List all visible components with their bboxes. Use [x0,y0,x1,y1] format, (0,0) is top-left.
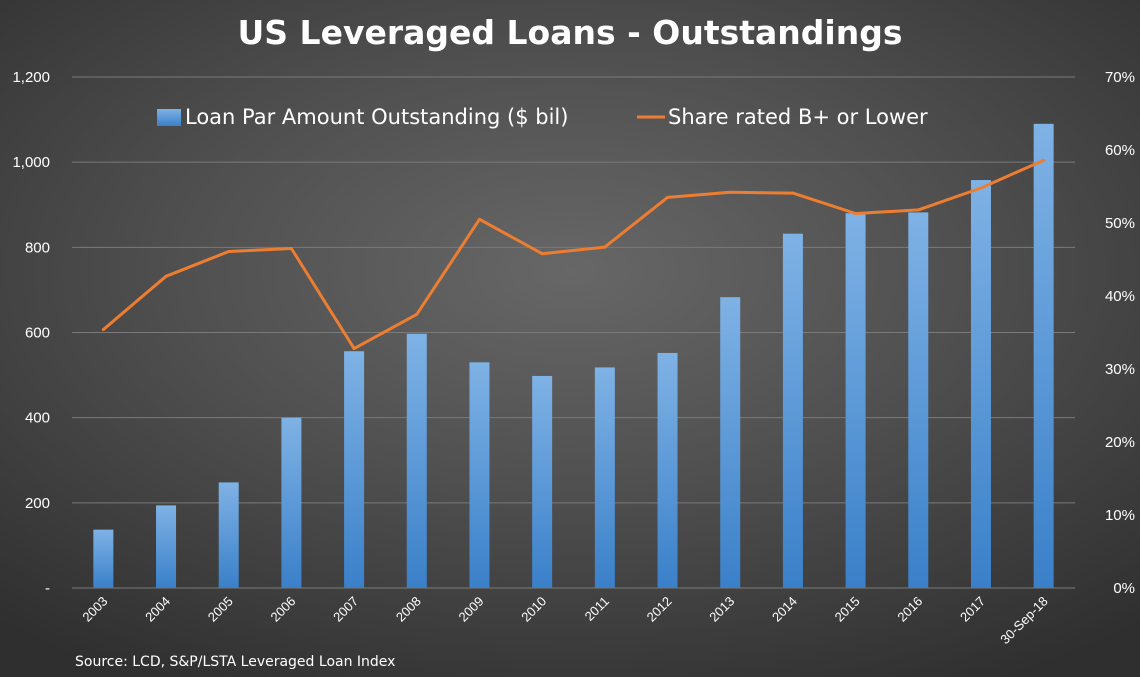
x-tick-label: 2013 [706,594,737,625]
bar-2010 [532,375,553,588]
bar-2012 [657,352,678,588]
line-point-2011 [603,245,607,249]
left-tick-label: 1,200 [12,69,50,86]
x-tick-label: 2011 [582,594,612,624]
line-point-2008 [415,312,419,316]
bar-30-Sep-18 [1033,123,1054,588]
right-tick-label: 50% [1105,215,1135,232]
right-tick-label: 40% [1105,288,1135,305]
line-point-2007 [352,347,356,351]
bar-2007 [344,351,365,588]
line-point-2004 [164,274,168,278]
line-point-2016 [916,208,920,212]
left-tick-label: - [45,580,50,597]
line-point-2006 [289,247,293,251]
right-tick-label: 20% [1105,434,1135,451]
x-tick-label: 2007 [330,594,361,625]
line-point-2009 [477,217,481,221]
bar-2005 [218,482,239,588]
line-point-2014 [791,191,795,195]
x-tick-label: 2012 [644,594,675,625]
bar-2009 [469,362,490,588]
line-point-2015 [854,212,858,216]
bar-2008 [406,333,427,588]
line-point-30-Sep-18 [1042,158,1046,162]
legend-swatch-bar [157,109,181,126]
bar-2004 [156,505,177,588]
bar-2015 [845,213,866,588]
bar-series [93,123,1054,589]
share-rated-line [102,158,1045,351]
line-point-2013 [728,190,732,194]
x-tick-label: 2005 [205,594,236,625]
right-axis-ticks: 0% 10% 20% 30% 40% 50% 60% 70% [1105,69,1135,597]
left-tick-label: 1,000 [12,154,50,171]
x-tick-label: 2009 [456,594,487,625]
left-tick-label: 400 [25,410,50,427]
left-tick-label: 200 [25,495,50,512]
legend-label-bar: Loan Par Amount Outstanding ($ bil) [185,105,568,129]
left-tick-label: 600 [25,325,50,342]
line-point-2017 [979,186,983,190]
right-tick-label: 70% [1105,69,1135,86]
bar-2011 [594,367,615,588]
right-tick-label: 60% [1105,142,1135,159]
x-tick-label: 2004 [142,594,173,625]
left-axis-ticks: - 200 400 600 800 1,000 1,200 [12,69,50,597]
line-point-2010 [540,252,544,256]
legend: Loan Par Amount Outstanding ($ bil) Shar… [157,105,928,129]
x-tick-label: 30-Sep-18 [997,594,1051,648]
bar-2016 [908,212,929,589]
line-series [101,158,1046,351]
bar-2006 [281,417,302,588]
bar-2014 [782,233,803,588]
source-note: Source: LCD, S&P/LSTA Leveraged Loan Ind… [75,654,395,670]
x-tick-label: 2008 [393,594,424,625]
x-tick-label: 2006 [267,594,298,625]
line-point-2012 [666,195,670,199]
bar-2013 [720,297,741,588]
line-point-2003 [101,328,105,332]
line-point-2005 [227,249,231,253]
x-tick-label: 2015 [832,594,863,625]
right-tick-label: 10% [1105,507,1135,524]
x-tick-label: 2017 [957,594,988,625]
x-tick-label: 2016 [894,594,925,625]
left-tick-label: 800 [25,239,50,256]
x-tick-label: 2014 [769,594,800,625]
x-tick-label: 2003 [79,594,110,625]
chart-title: US Leveraged Loans - Outstandings [238,13,903,52]
x-tick-label: 2010 [518,594,549,625]
bar-2003 [93,529,114,588]
bar-2017 [970,180,991,588]
x-axis-labels: 2003 2004 2005 2006 2007 2008 2009 2010 2011 2012… [79,594,1050,648]
right-tick-label: 0% [1113,580,1135,597]
gridlines [72,76,1075,589]
right-tick-label: 30% [1105,361,1135,378]
legend-label-line: Share rated B+ or Lower [668,105,928,129]
